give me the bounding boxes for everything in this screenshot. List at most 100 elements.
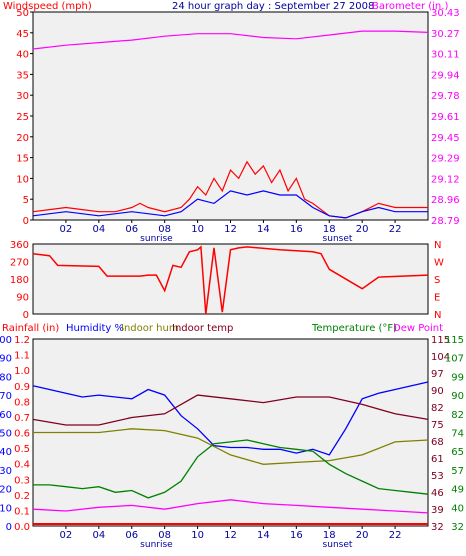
indoor-tick-label: 75 <box>431 420 444 431</box>
direction-tick-label: 270 <box>10 258 29 269</box>
p3-rain-ticks: 0.0 0.1 0.2 0.3 0.4 0.5 0.6 0.7 0.8 0.9 1.0 1.1 1.2 <box>14 335 30 533</box>
rain-tick-label: 0.8 <box>14 397 30 408</box>
baro-tick-label: 29.45 <box>431 133 460 144</box>
sunset-label: sunset <box>323 234 353 244</box>
rain-tick-label: 0.5 <box>14 444 30 455</box>
x-tick-label: 04 <box>92 224 105 235</box>
humidity-tick-label: 50 <box>0 429 12 440</box>
baro-ylabel: Barometer (in.) <box>372 1 448 12</box>
rain-tick-label: 1.0 <box>14 366 30 377</box>
humidity-tick-label: 30 <box>0 466 12 477</box>
indoor-tick-label: 115 <box>431 335 450 346</box>
x-tick-label: 18 <box>323 530 336 541</box>
indoor-tick-label: 53 <box>431 471 444 482</box>
x-tick-label: 22 <box>389 530 402 541</box>
x-tick-label: 16 <box>290 530 303 541</box>
temperature-tick-label: 82 <box>451 410 464 421</box>
x-tick-label: 10 <box>191 224 204 235</box>
x-tick-label: 16 <box>290 224 303 235</box>
temperature-tick-label: 57 <box>451 466 464 477</box>
wind-tick-label: 40 <box>16 50 29 61</box>
p2-series <box>32 245 429 315</box>
series-line <box>33 439 429 499</box>
series-line <box>32 381 429 456</box>
x-tick-label: 02 <box>60 530 73 541</box>
temperature-tick-label: 107 <box>445 354 464 365</box>
wind-tick-label: 25 <box>16 112 29 123</box>
x-tick-label: 08 <box>158 224 171 235</box>
humidity-tick-label: 90 <box>0 354 12 365</box>
legend-entry: Temperature (°F) <box>311 323 397 334</box>
humidity-tick-label: 80 <box>0 372 12 383</box>
p3-hum-ticks: 0 10 20 30 40 50 60 70 80 90 100 <box>0 335 12 533</box>
x-tick-label: 18 <box>323 224 336 235</box>
wind-tick-label: 45 <box>16 29 29 40</box>
humidity-tick-label: 20 <box>0 485 12 496</box>
baro-tick-label: 30.43 <box>431 8 460 19</box>
legend-entry: Indoor hum <box>121 323 179 334</box>
sunrise-label: sunrise <box>140 234 173 244</box>
series-line <box>32 499 429 514</box>
series-line <box>32 190 428 219</box>
humidity-tick-label: 0 <box>6 522 12 533</box>
rain-tick-label: 0.6 <box>14 429 30 440</box>
legend-entry: Rainfall (in) <box>2 323 59 334</box>
baro-tick-label: 28.79 <box>431 216 460 227</box>
x-tick-label: 10 <box>191 530 204 541</box>
series-line <box>32 394 429 426</box>
wind-tick-label: 5 <box>23 195 29 206</box>
x-tick-label: 12 <box>224 224 237 235</box>
rain-tick-label: 0.2 <box>14 491 30 502</box>
rain-tick-label: 1.1 <box>14 351 30 362</box>
compass-label: W <box>434 258 444 269</box>
x-tick-label: 02 <box>60 224 73 235</box>
panel-wind-baro <box>32 11 429 221</box>
wind-tick-label: 0 <box>23 216 29 227</box>
baro-tick-label: 29.78 <box>431 91 460 102</box>
direction-tick-label: 90 <box>16 293 29 304</box>
baro-tick-label: 29.29 <box>431 154 460 165</box>
humidity-tick-label: 10 <box>0 503 12 514</box>
indoor-tick-label: 97 <box>431 369 444 380</box>
x-tick-label: 22 <box>389 224 402 235</box>
p3-series <box>32 381 429 525</box>
sunrise-label: sunrise <box>140 540 173 550</box>
temperature-tick-label: 115 <box>445 335 464 346</box>
compass-label: N <box>434 310 441 321</box>
series-line <box>33 428 429 465</box>
x-tick-label: 20 <box>356 224 369 235</box>
indoor-tick-label: 61 <box>431 454 444 465</box>
compass-label: E <box>434 293 440 304</box>
direction-tick-label: 360 <box>10 240 29 251</box>
p3-temp-ticks: 32 40 49 57 65 74 82 90 99 107 115 <box>445 335 464 533</box>
series-line <box>32 245 429 315</box>
panel-direction <box>32 243 429 315</box>
p1-series <box>32 30 429 219</box>
baro-tick-label: 30.27 <box>431 29 460 40</box>
indoor-tick-label: 104 <box>431 352 450 363</box>
baro-tick-label: 29.61 <box>431 112 460 123</box>
temperature-tick-label: 65 <box>451 447 464 458</box>
humidity-tick-label: 60 <box>0 410 12 421</box>
temperature-tick-label: 90 <box>451 391 464 402</box>
compass-label: S <box>434 275 440 286</box>
chart-title: 24 hour graph day : September 27 2008 <box>172 1 374 12</box>
temperature-tick-label: 32 <box>451 522 464 533</box>
humidity-tick-label: 70 <box>0 391 12 402</box>
indoor-tick-label: 82 <box>431 403 444 414</box>
temperature-tick-label: 99 <box>451 372 464 383</box>
rain-tick-label: 0.0 <box>14 522 30 533</box>
x-tick-label: 06 <box>125 530 138 541</box>
baro-tick-label: 28.96 <box>431 195 460 206</box>
baro-tick-label: 30.11 <box>431 50 460 61</box>
x-tick-label: 20 <box>356 530 369 541</box>
wind-tick-label: 35 <box>16 70 29 81</box>
p3-legend: Rainfall (in) Humidity %Indoor humIndoor … <box>2 323 443 334</box>
direction-tick-label: 180 <box>10 275 29 286</box>
wind-tick-label: 30 <box>16 91 29 102</box>
humidity-tick-label: 40 <box>0 447 12 458</box>
direction-tick-label: 0 <box>23 310 29 321</box>
legend-entry: Dew Point <box>393 323 443 334</box>
indoor-tick-label: 68 <box>431 437 444 448</box>
